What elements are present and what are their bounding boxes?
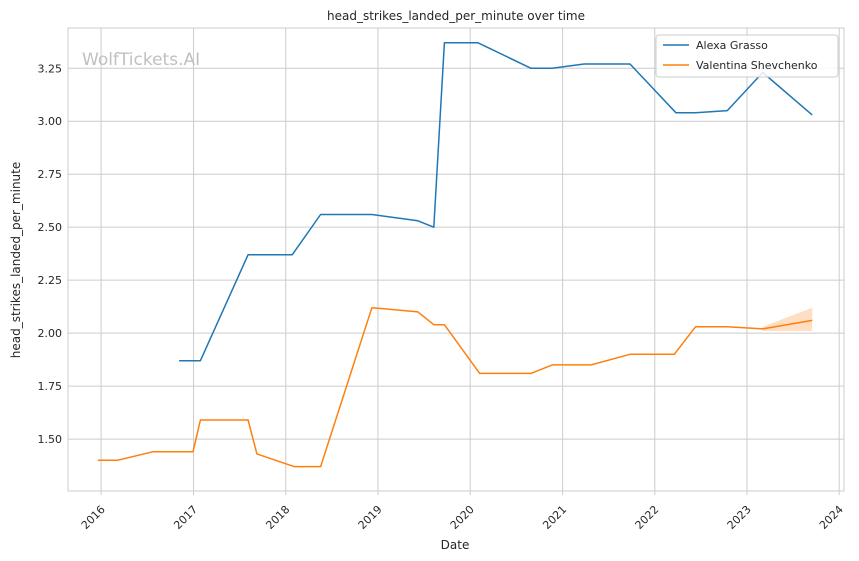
legend-box [655,34,839,78]
plot-area [68,28,844,491]
y-tick-label: 2.25 [38,274,63,287]
grid [68,28,844,491]
y-tick-label: 2.00 [38,327,63,340]
legend-label-valentina-shevchenko: Valentina Shevchenko [696,59,818,72]
confidence-band-valentina-shevchenko [762,307,813,332]
x-axis-label: Date [441,538,470,552]
y-axis-label: head_strikes_landed_per_minute [9,162,23,359]
series-line-valentina-shevchenko [97,306,813,468]
chart-title: head_strikes_landed_per_minute over time [327,9,585,23]
confidence-bands [762,307,813,332]
legend-label-alexa-grasso: Alexa Grasso [696,39,768,52]
y-tick-label: 1.50 [38,433,63,446]
plot-frame [67,27,845,492]
watermark: WolfTickets.AI [82,50,200,70]
legend: Alexa Grasso Valentina Shevchenko [655,34,839,78]
y-tick-label: 1.75 [38,380,63,393]
series-lines [97,42,813,468]
y-tick-label: 2.50 [38,221,63,234]
y-tick-label: 3.25 [38,62,63,75]
y-tick-label: 2.75 [38,168,63,181]
series-line-alexa-grasso [179,42,813,362]
y-axis-ticks: 1.50 1.75 2.00 2.25 2.50 2.75 3.00 3.25 [38,62,63,446]
y-tick-label: 3.00 [38,115,63,128]
